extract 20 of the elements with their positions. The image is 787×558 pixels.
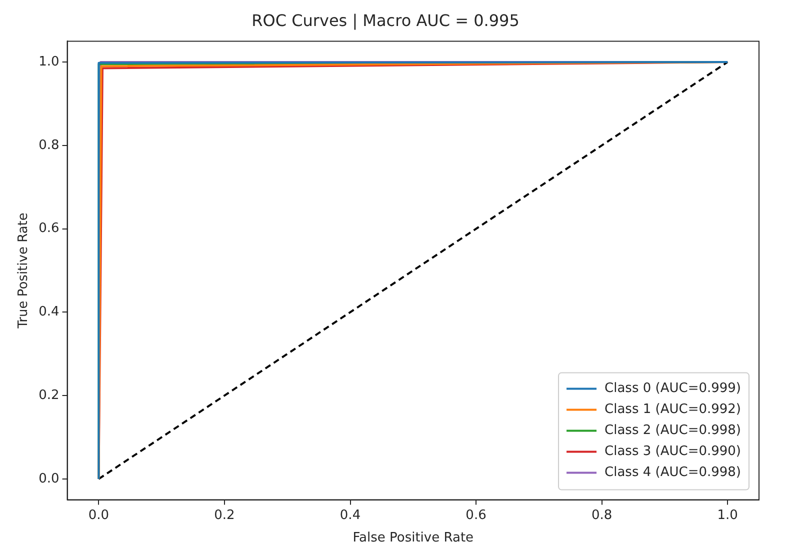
legend-label: Class 1 (AUC=0.992)	[604, 402, 742, 418]
x-tick-label: 0.4	[340, 508, 361, 523]
legend-label: Class 4 (AUC=0.998)	[604, 465, 742, 480]
legend-label: Class 2 (AUC=0.998)	[604, 423, 742, 438]
y-tick-label: 0.2	[38, 388, 60, 403]
y-tick-label: 0.8	[38, 138, 60, 153]
y-tick-label: 0.6	[38, 221, 60, 236]
y-axis-title: True Positive Rate	[16, 212, 32, 330]
x-axis-title: False Positive Rate	[352, 530, 474, 546]
x-tick-label: 1.0	[717, 508, 738, 523]
y-tick-label: 0.4	[38, 304, 60, 320]
x-tick-label: 0.0	[88, 508, 110, 523]
y-tick-label: 1.0	[38, 54, 60, 70]
x-tick-label: 0.2	[214, 508, 235, 523]
chart-title: ROC Curves | Macro AUC = 0.995	[252, 10, 520, 30]
y-tick-label: 0.0	[38, 471, 60, 486]
x-tick-label: 0.8	[591, 508, 612, 523]
x-tick-label: 0.6	[466, 508, 486, 523]
legend-label: Class 0 (AUC=0.999)	[604, 381, 742, 396]
legend-label: Class 3 (AUC=0.990)	[604, 444, 742, 460]
